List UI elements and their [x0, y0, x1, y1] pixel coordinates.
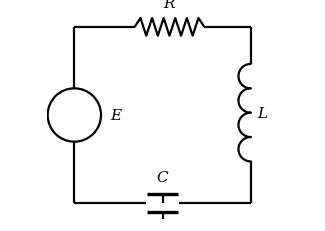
Text: R: R [164, 0, 175, 11]
Text: L: L [258, 106, 268, 120]
Text: E: E [110, 109, 122, 122]
Text: C: C [157, 170, 168, 184]
